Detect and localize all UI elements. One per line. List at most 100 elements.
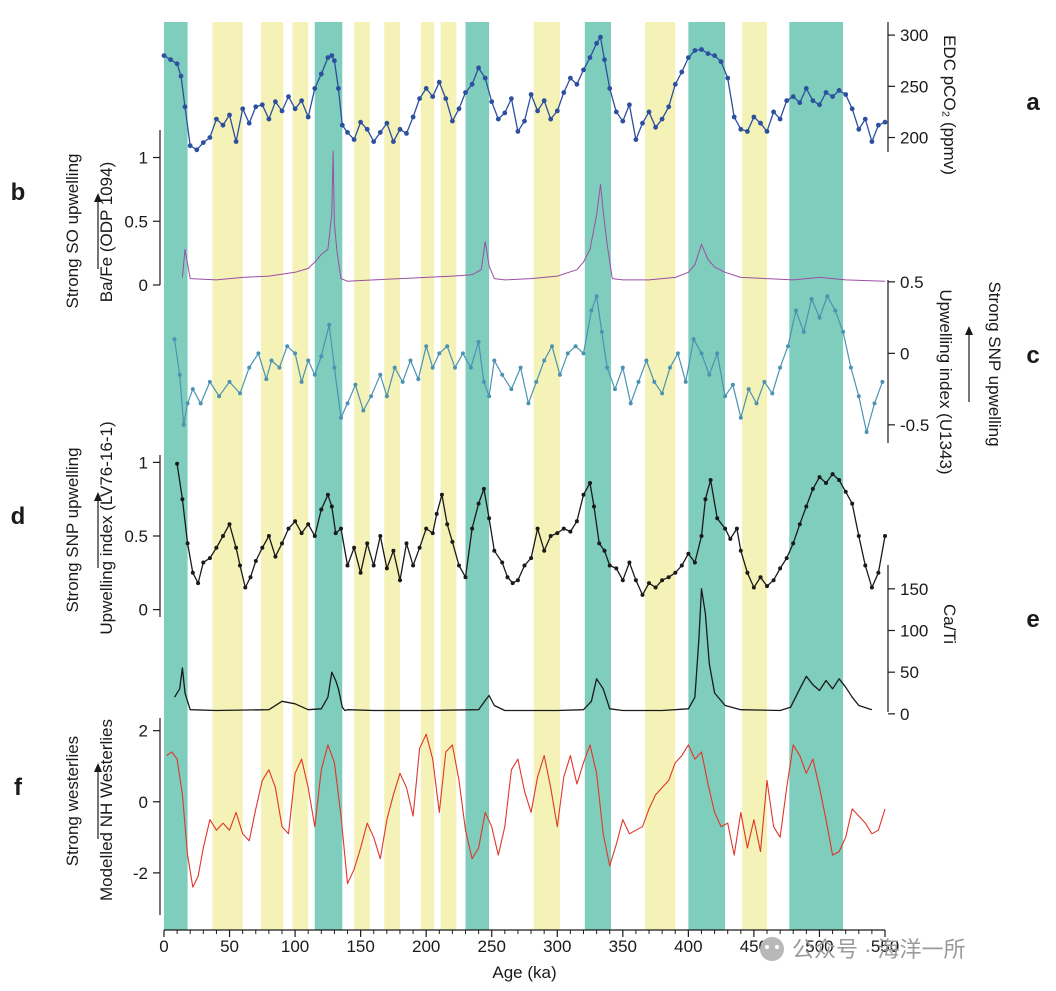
data-point-d [555,531,560,536]
stadial-band [420,22,435,930]
data-point-a [495,116,501,122]
data-point-d [640,592,645,597]
data-point-c [526,401,531,406]
y-tick-label-a: 300 [900,26,928,45]
data-point-d [487,516,492,521]
data-point-c [594,294,599,299]
data-point-c [825,294,830,299]
data-point-d [371,563,376,568]
data-point-d [597,541,602,546]
data-point-c [599,329,604,334]
data-point-a [214,116,219,122]
data-point-a [836,88,842,93]
data-point-d [238,563,242,568]
data-point-a [345,130,350,135]
data-point-a [305,114,311,120]
data-point-a [771,109,776,115]
data-point-c [817,315,822,320]
y-tick-label-d: 0 [139,601,148,620]
data-point-c [565,351,570,356]
data-point-d [647,581,651,586]
data-point-d [358,570,363,575]
data-point-d [703,497,708,502]
data-point-c [392,365,397,370]
data-point-c [620,365,625,370]
data-point-a [279,108,285,114]
data-point-a [613,109,619,115]
data-point-a [823,90,829,95]
data-point-d [592,504,596,509]
data-point-a [810,98,816,104]
data-point-c [312,372,317,377]
y-tick-label-f: -2 [133,864,148,883]
data-point-c [668,365,672,370]
data-point-c [327,322,332,327]
data-point-a [194,147,200,153]
data-point-d [463,575,468,580]
x-tick-label: 100 [281,937,309,956]
panel-labels: a b c d e f [11,89,1041,801]
data-point-d [500,560,505,565]
data-point-a [436,79,442,85]
data-point-c [628,401,633,406]
data-point-c [675,351,680,356]
data-point-c [481,379,486,384]
data-point-d [542,548,547,553]
data-point-c [605,365,610,370]
data-point-c [217,394,222,399]
data-point-d [723,526,728,531]
data-point-a [220,122,226,128]
data-point-d [175,461,180,466]
data-point-c [430,365,435,370]
data-point-a [620,118,626,124]
data-point-a [178,73,184,79]
data-point-d [633,578,638,583]
data-point-a [640,120,645,126]
x-axis-title: Age (ka) [492,963,556,982]
data-point-a [246,120,252,126]
x-tick-label: 250 [478,937,506,956]
data-point-d [679,563,684,568]
data-point-d [391,548,396,553]
arrowhead-d [94,492,102,501]
interval-bands [164,22,844,930]
data-point-a [233,139,239,145]
data-point-a [364,126,370,132]
x-tick-label: 400 [674,937,702,956]
data-point-a [666,104,672,110]
data-point-c [299,379,304,384]
data-point-d [243,585,248,590]
data-point-a [391,139,396,145]
data-point-c [793,308,798,313]
data-point-d [404,541,409,546]
y-axis-title-b: Ba/Fe (ODP 1094) [97,162,116,302]
data-point-d [745,570,750,575]
data-point-c [509,387,514,392]
data-point-c [460,351,465,356]
data-point-a [876,122,881,128]
data-point-a [712,53,717,58]
data-point-a [633,137,639,143]
data-point-d [614,566,619,571]
data-point-a [423,86,429,91]
data-point-d [180,497,185,502]
data-point-a [659,116,665,122]
y-tick-label-a: 250 [900,77,928,96]
data-point-c [181,422,186,427]
data-point-c [809,297,814,301]
data-point-a [528,92,534,97]
data-point-a [843,92,849,97]
data-point-a [535,108,540,114]
series-line-f [166,733,886,888]
data-point-a [705,51,711,56]
data-point-d [266,534,271,538]
data-point-c [833,308,838,313]
data-point-a [574,81,580,87]
data-point-d [715,516,720,521]
data-point-a [482,75,488,81]
data-point-c [185,401,190,406]
data-point-a [797,100,803,106]
arrow-label-c: Strong SNP upwelling [985,281,1004,446]
data-point-a [417,96,422,101]
